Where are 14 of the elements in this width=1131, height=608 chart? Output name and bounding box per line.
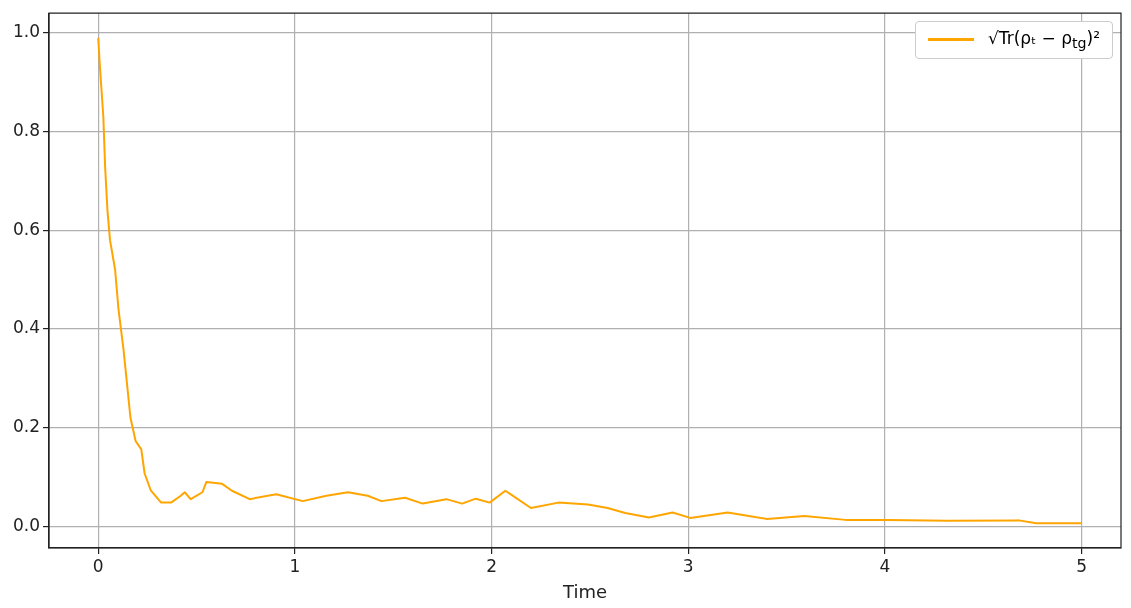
y-tick-label: 0.6 [12,218,41,239]
x-tick-label: 4 [879,555,891,576]
x-tick-label: 1 [289,555,301,576]
x-tick-label: 0 [92,555,104,576]
y-tick-label: 1.0 [12,21,41,42]
y-tick-label: 0.8 [12,120,41,141]
x-axis-title: Time [561,580,608,602]
y-tick-label: 0.4 [12,317,41,338]
y-tick-label: 0.2 [12,416,41,437]
x-tick-label: 2 [486,555,497,576]
x-tick-label: 3 [682,555,694,576]
legend-label: √Tr(ρₜ − ρ$_{tg}$)² [988,28,1100,52]
x-tick-label: 5 [1076,555,1088,576]
y-tick-label: 0.0 [12,514,41,535]
